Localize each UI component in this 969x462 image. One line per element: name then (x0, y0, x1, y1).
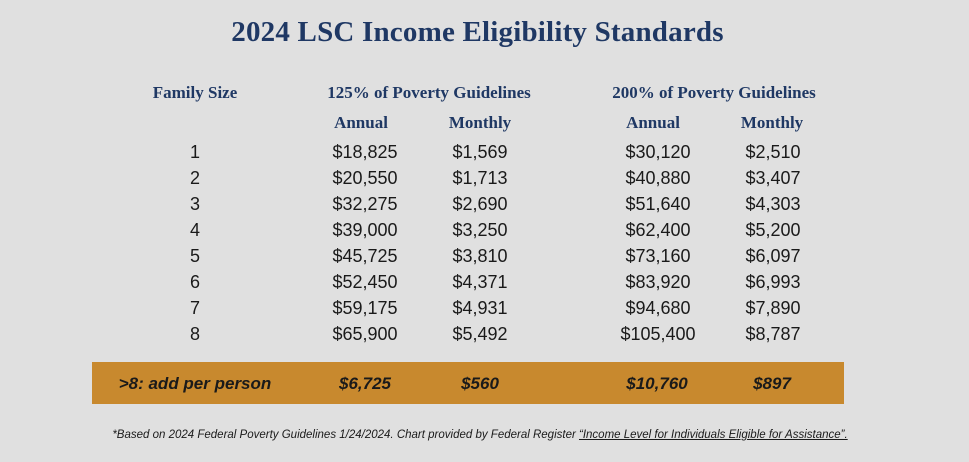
additional-person-label: >8: add per person (118, 374, 272, 393)
table-cell-monthly-200: $8,787 (745, 324, 801, 344)
table-cell-monthly-125: $2,690 (452, 194, 508, 214)
table-cell-monthly-200: $4,303 (745, 194, 801, 214)
table-cell-annual-125: $52,450 (332, 272, 398, 292)
table-cell-family-size: 3 (189, 194, 201, 214)
table-cell-family-size: 8 (189, 324, 201, 344)
additional-annual-125: $6,725 (339, 374, 391, 393)
table-cell-monthly-200: $7,890 (745, 298, 801, 318)
header-monthly-200: Monthly (740, 113, 804, 132)
header-200-percent: 200% of Poverty Guidelines (612, 83, 816, 102)
table-cell-monthly-125: $5,492 (452, 324, 508, 344)
table-cell-annual-125: $65,900 (332, 324, 398, 344)
table-cell-annual-200: $30,120 (625, 142, 691, 162)
table-cell-monthly-200: $5,200 (745, 220, 801, 240)
table-cell-monthly-200: $6,097 (745, 246, 801, 266)
table-cell-annual-200: $62,400 (625, 220, 691, 240)
header-monthly-125: Monthly (448, 113, 512, 132)
header-annual-125: Annual (334, 113, 388, 132)
table-cell-family-size: 4 (189, 220, 201, 240)
table-cell-monthly-125: $4,931 (452, 298, 508, 318)
header-125-percent: 125% of Poverty Guidelines (327, 83, 531, 102)
table-cell-annual-200: $51,640 (625, 194, 691, 214)
table-cell-annual-200: $73,160 (625, 246, 691, 266)
table-cell-annual-125: $18,825 (332, 142, 398, 162)
table-cell-annual-125: $59,175 (332, 298, 398, 318)
table-cell-annual-125: $20,550 (332, 168, 398, 188)
table-cell-annual-200: $83,920 (625, 272, 691, 292)
table-cell-family-size: 7 (189, 298, 201, 318)
additional-annual-200: $10,760 (626, 374, 688, 393)
additional-monthly-200: $897 (753, 374, 791, 393)
table-cell-family-size: 2 (189, 168, 201, 188)
header-annual-200: Annual (626, 113, 680, 132)
table-cell-annual-125: $32,275 (332, 194, 398, 214)
footnote-source-link[interactable]: “Income Level for Individuals Eligible f… (579, 429, 848, 441)
table-cell-annual-125: $39,000 (332, 220, 398, 240)
additional-monthly-125: $560 (461, 374, 499, 393)
table-cell-family-size: 6 (189, 272, 201, 292)
footnote: *Based on 2024 Federal Poverty Guideline… (0, 429, 960, 441)
table-cell-monthly-125: $1,713 (452, 168, 508, 188)
table-cell-annual-200: $105,400 (620, 324, 696, 344)
table-cell-monthly-125: $4,371 (452, 272, 508, 292)
footnote-text: *Based on 2024 Federal Poverty Guideline… (112, 429, 579, 441)
page-title: 2024 LSC Income Eligibility Standards (231, 16, 724, 48)
header-family-size: Family Size (152, 83, 238, 102)
table-cell-monthly-200: $6,993 (745, 272, 801, 292)
table-cell-monthly-125: $3,810 (452, 246, 508, 266)
table-cell-annual-125: $45,725 (332, 246, 398, 266)
table-cell-annual-200: $40,880 (625, 168, 691, 188)
table-cell-annual-200: $94,680 (625, 298, 691, 318)
table-cell-family-size: 1 (189, 142, 201, 162)
table-cell-monthly-125: $3,250 (452, 220, 508, 240)
table-cell-monthly-200: $3,407 (745, 168, 801, 188)
table-cell-monthly-125: $1,569 (452, 142, 508, 162)
additional-person-bar (92, 362, 844, 404)
table-cell-family-size: 5 (189, 246, 201, 266)
table-cell-monthly-200: $2,510 (745, 142, 801, 162)
